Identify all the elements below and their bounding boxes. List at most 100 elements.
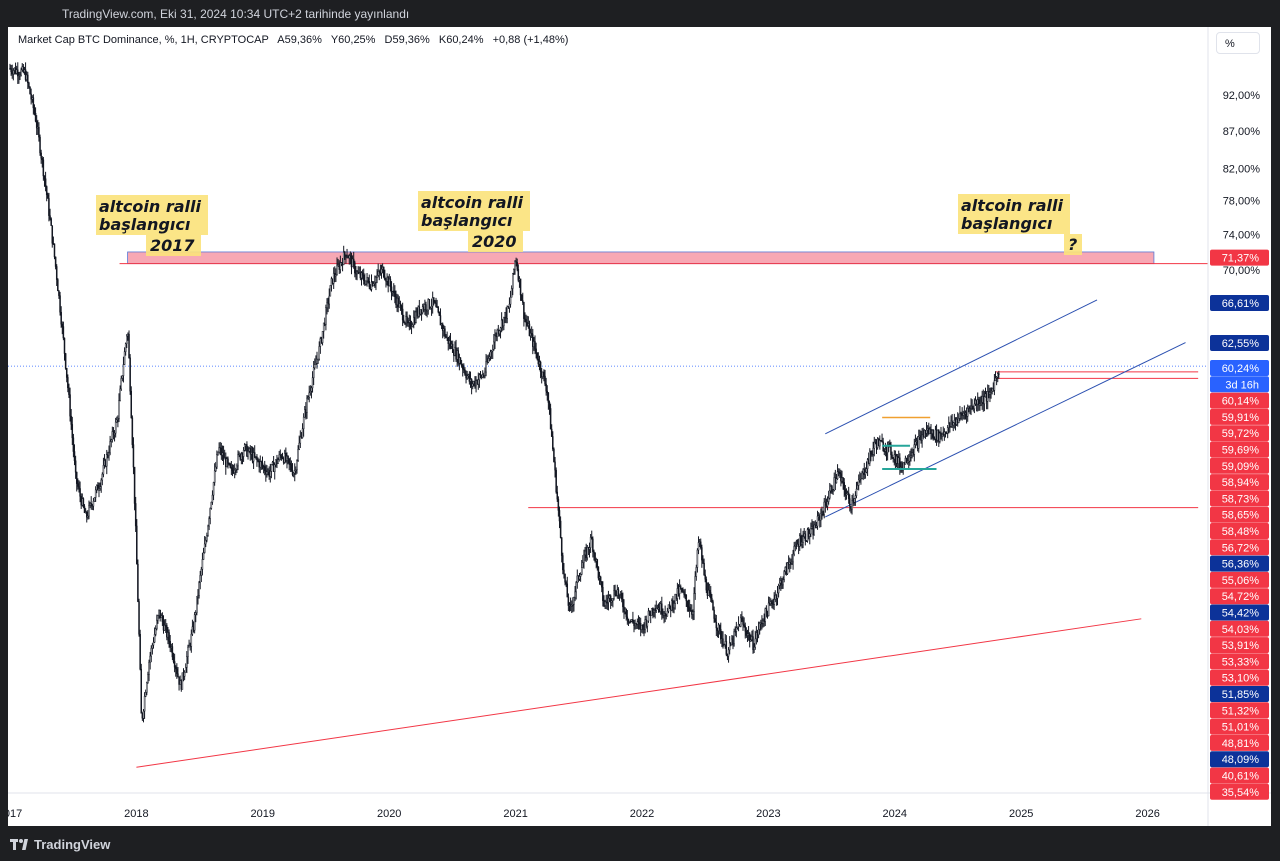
price-label-box: [1210, 751, 1269, 768]
candle-body: [918, 436, 920, 449]
candle-body: [943, 431, 946, 435]
candle-body: [485, 361, 487, 373]
candle-body: [411, 324, 414, 327]
candle-body: [599, 576, 602, 582]
candle-body: [924, 430, 927, 434]
candle-body: [467, 374, 470, 377]
candle-body: [906, 461, 909, 463]
candle-body: [569, 604, 572, 606]
candle-body: [810, 528, 812, 535]
chart-frame[interactable]: altcoin ralli başlangıcı 2017 altcoin ralli…: [8, 27, 1271, 826]
candle-body: [302, 416, 305, 430]
candle-body: [420, 309, 423, 313]
candle-body: [465, 374, 467, 379]
candle-body: [548, 402, 551, 409]
candle-body: [641, 624, 643, 630]
candle-body: [554, 461, 556, 471]
candle-body: [831, 486, 833, 493]
price-label: 54,42%: [1222, 608, 1260, 620]
tradingview-logo[interactable]: TradingView: [10, 837, 110, 852]
candle-body: [763, 620, 765, 623]
candle-body: [357, 271, 359, 274]
candle-body: [377, 271, 379, 276]
candle-body: [352, 258, 355, 263]
candle-body: [950, 420, 952, 427]
candle-body: [154, 628, 157, 635]
candle-body: [278, 454, 280, 460]
annotation-year-0: 2017: [150, 236, 195, 255]
candle-body: [91, 504, 94, 507]
price-label-box: [1210, 376, 1269, 393]
candle-body: [89, 503, 91, 506]
candle-body: [35, 120, 38, 129]
candle-body: [127, 333, 129, 337]
candle-body: [163, 625, 166, 631]
candle-body: [874, 441, 877, 444]
symbol-legend[interactable]: Market Cap BTC Dominance, %, 1H, CRYPTOC…: [18, 34, 574, 46]
candle-body: [366, 277, 368, 282]
candle-body: [37, 126, 39, 129]
candle-body: [689, 610, 692, 612]
candle-body: [523, 302, 525, 319]
high-value: Y60,25%: [330, 34, 376, 46]
candle-body: [884, 449, 887, 452]
candle-body: [993, 380, 996, 391]
candle-body: [522, 300, 524, 303]
candle-body: [923, 430, 926, 438]
candle-body: [793, 546, 795, 555]
change-value: +0,88 (+1,48%): [492, 34, 569, 46]
symbol-name[interactable]: Market Cap BTC Dominance, %, 1H, CRYPTOC…: [18, 34, 269, 46]
candle-body: [235, 469, 237, 471]
candle-body: [251, 452, 254, 462]
candle-body: [211, 494, 214, 503]
candle-body: [44, 178, 47, 187]
candle-body: [400, 305, 403, 310]
candle-body: [78, 486, 80, 489]
low-value: D59,36%: [384, 34, 430, 46]
x-tick-label: 2025: [1009, 808, 1033, 820]
candle-body: [538, 361, 541, 365]
candle-body: [159, 609, 161, 619]
candle-body: [550, 428, 553, 437]
candle-body: [181, 672, 184, 690]
candle-body: [642, 624, 644, 627]
candle-body: [64, 353, 67, 369]
candle-body: [864, 471, 867, 475]
candle-body: [536, 352, 538, 360]
candle-body: [989, 391, 991, 395]
candle-body: [879, 440, 881, 447]
candle-body: [170, 646, 173, 648]
candle-body: [466, 375, 468, 379]
candle-body: [397, 297, 399, 308]
candle-body: [714, 618, 716, 623]
candle-body: [710, 592, 712, 599]
candle-body: [887, 442, 890, 445]
candle-body: [304, 409, 306, 418]
candle-body: [835, 478, 838, 484]
candle-body: [988, 391, 990, 395]
candle-body: [716, 627, 719, 632]
candle-body: [953, 419, 956, 423]
candle-body: [231, 468, 234, 471]
candle-body: [676, 588, 679, 599]
candle-body: [329, 285, 332, 297]
candle-body: [708, 589, 711, 593]
candle-body: [33, 107, 36, 114]
percent-scale-button[interactable]: %: [1216, 32, 1260, 54]
candle-body: [534, 341, 536, 350]
candle-body: [350, 256, 353, 268]
candle-body: [568, 604, 571, 606]
candle-body: [276, 459, 278, 464]
candle-body: [707, 589, 710, 596]
candle-body: [800, 535, 802, 545]
candle-body: [227, 458, 229, 464]
candle-body: [852, 500, 854, 503]
candle-body: [52, 242, 55, 245]
candle-body: [745, 630, 748, 636]
candle-body: [18, 75, 20, 77]
price-label-box: [1210, 604, 1269, 621]
candle-body: [150, 647, 153, 657]
candle-body: [32, 97, 35, 109]
candle-body: [889, 442, 891, 445]
